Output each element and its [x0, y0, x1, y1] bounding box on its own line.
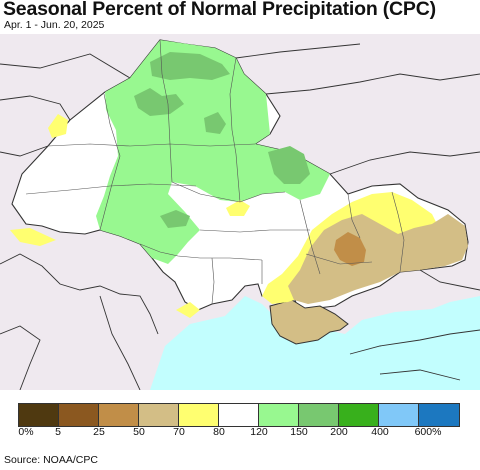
legend-swatch	[19, 404, 59, 426]
region-very-dry	[334, 232, 366, 266]
map-title: Seasonal Percent of Normal Precipitation…	[3, 0, 436, 20]
region-below-normal-southwest	[10, 228, 56, 246]
region-150-200-north	[150, 52, 230, 80]
legend-swatch	[99, 404, 139, 426]
oblast-boundaries	[25, 39, 405, 305]
legend-swatch	[59, 404, 99, 426]
legend-swatch	[339, 404, 379, 426]
region-below-normal-center	[226, 200, 250, 216]
country-borders	[0, 43, 480, 390]
legend-swatch	[419, 404, 459, 426]
legend-swatch	[259, 404, 299, 426]
region-dry	[288, 214, 468, 304]
legend-swatch	[379, 404, 419, 426]
legend-labels: 0% 5 25 50 70 80 120 150 200 400 600%	[0, 426, 480, 440]
legend-label: 0%	[18, 426, 34, 438]
crimea	[269, 299, 349, 345]
legend-swatch	[299, 404, 339, 426]
legend-swatch	[179, 404, 219, 426]
precipitation-map	[0, 34, 480, 390]
legend-label: 25	[93, 426, 105, 438]
legend-swatch	[219, 404, 259, 426]
region-150-200-east	[268, 146, 310, 184]
region-150-200-center-north	[134, 88, 184, 116]
legend-label: 200	[330, 426, 348, 438]
region-below-normal-south	[176, 302, 200, 318]
legend-label: 80	[213, 426, 225, 438]
black-sea	[150, 296, 480, 390]
region-150-200-west	[160, 210, 190, 228]
legend-label: 400	[371, 426, 389, 438]
legend-label: 5	[55, 426, 61, 438]
region-150-200-mid	[204, 112, 226, 134]
legend-label: 70	[173, 426, 185, 438]
legend-label: 120	[250, 426, 268, 438]
legend-swatch	[139, 404, 179, 426]
date-range: Apr. 1 - Jun. 20, 2025	[4, 19, 105, 31]
source-credit: Source: NOAA/CPC	[4, 454, 98, 466]
legend-label: 50	[133, 426, 145, 438]
color-legend	[18, 403, 460, 427]
legend-label: 600%	[414, 426, 442, 438]
legend-label: 150	[290, 426, 308, 438]
region-below-normal-west	[48, 114, 68, 138]
